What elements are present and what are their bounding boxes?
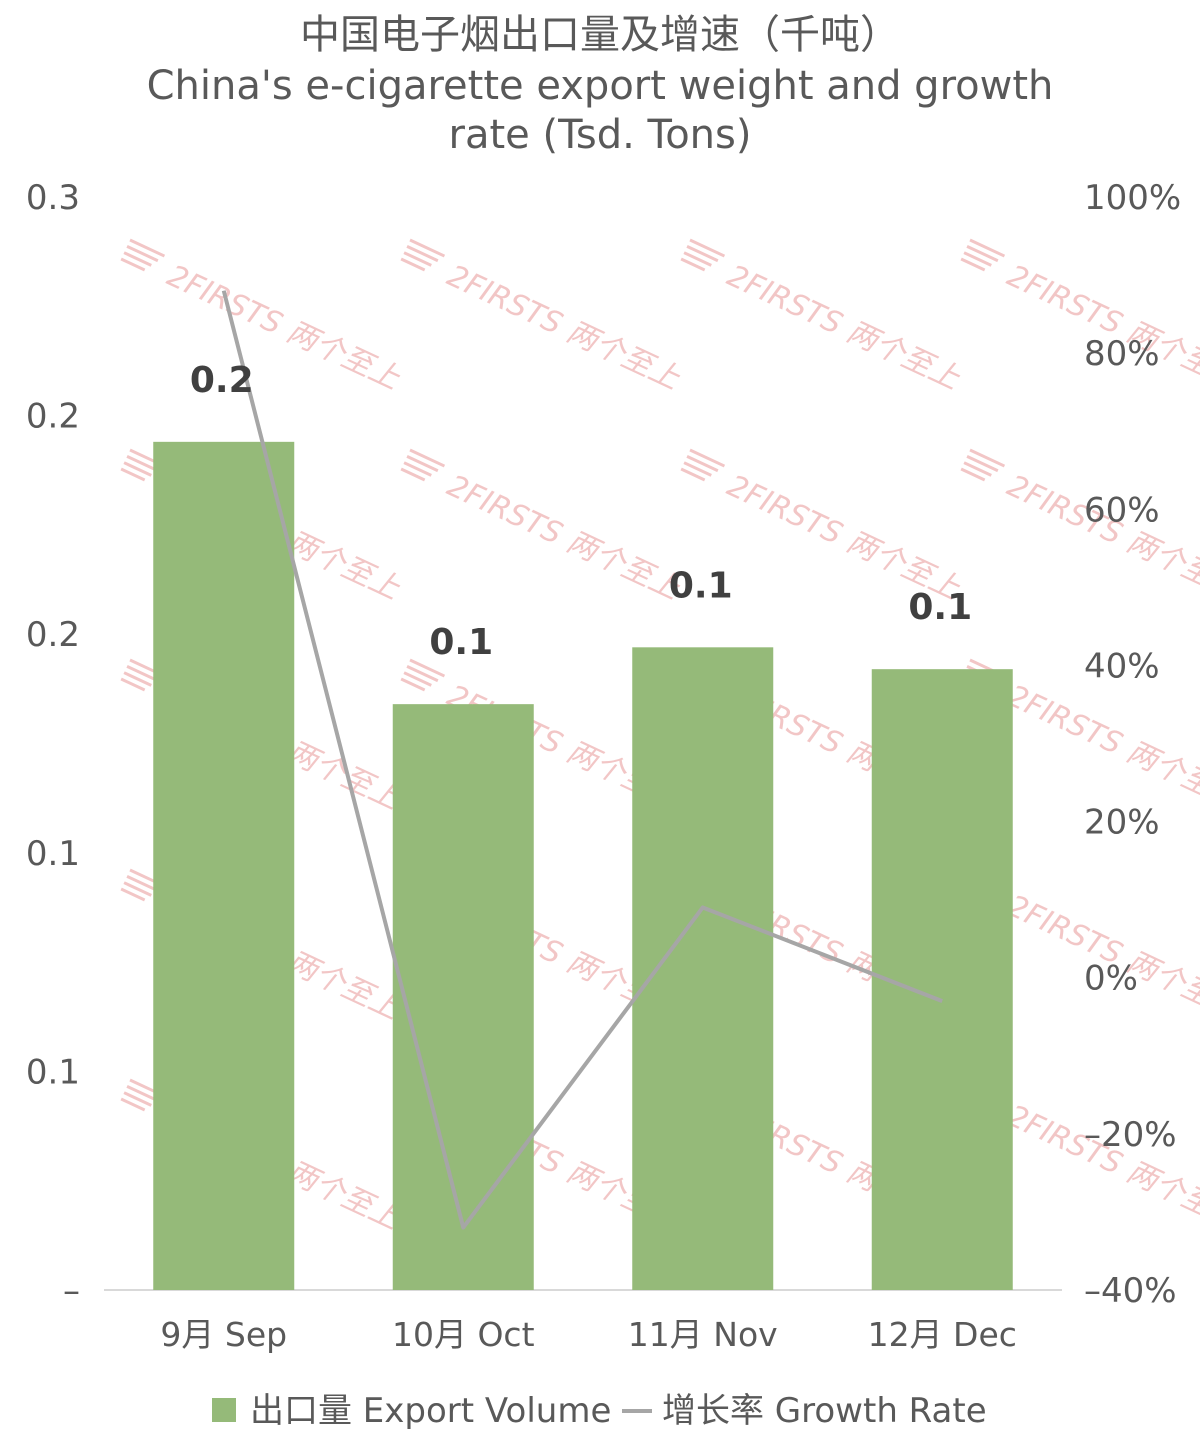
watermark: 2FIRSTS 两个至上	[960, 238, 1200, 397]
chart-title-line-2: China's e-cigarette export weight and gr…	[147, 63, 1054, 109]
bar-data-label: 0.1	[429, 622, 493, 663]
right-axis-tick-label: 40%	[1084, 646, 1160, 686]
legend: 出口量 Export Volume 增长率 Growth Rate	[212, 1391, 987, 1431]
left-axis-tick-label: 0.2	[26, 615, 80, 655]
left-axis-tick-label: 0.1	[26, 834, 80, 874]
bar-data-label: 0.1	[908, 587, 972, 628]
watermark-text: 2FIRSTS 两个至上	[722, 258, 966, 397]
right-axis-tick-label: 20%	[1084, 803, 1160, 843]
line-series	[221, 290, 943, 1230]
left-axis-tick-label: 0.2	[26, 397, 80, 437]
watermark: 2FIRSTS 两个至上	[400, 238, 686, 397]
watermark-text: 2FIRSTS 两个至上	[442, 258, 686, 397]
right-axis-tick-label: 60%	[1084, 490, 1160, 530]
watermark-text: 2FIRSTS 两个至上	[1002, 468, 1200, 607]
legend-label-export-volume: 出口量 Export Volume	[250, 1391, 611, 1431]
left-axis-tick-label: –	[63, 1271, 80, 1311]
right-axis: –40% –20% 0% 20% 40% 60% 80% 100%	[1084, 178, 1181, 1311]
bar	[871, 669, 1013, 1290]
watermark: 2FIRSTS 两个至上	[960, 448, 1200, 607]
chart-title-line-3: rate (Tsd. Tons)	[449, 112, 752, 158]
bar-data-label: 0.2	[190, 360, 254, 401]
watermark-text: 2FIRSTS 两个至上	[1002, 678, 1200, 817]
watermark-text: 2FIRSTS 两个至上	[1002, 258, 1200, 397]
right-axis-tick-label: 80%	[1084, 334, 1160, 374]
category-label: 11月 Nov	[628, 1315, 778, 1354]
chart-title-line-1: 中国电子烟出口量及增速（千吨）	[300, 12, 900, 58]
bar-series	[153, 441, 1013, 1290]
left-axis: – 0.1 0.1 0.2 0.2 0.3	[26, 178, 80, 1311]
right-axis-tick-label: –20%	[1084, 1115, 1177, 1155]
watermark: 2FIRSTS 两个至上	[680, 238, 966, 397]
category-label: 9月 Sep	[160, 1315, 287, 1354]
legend-swatch-export-volume	[212, 1398, 236, 1422]
bar	[153, 441, 295, 1290]
right-axis-tick-label: 100%	[1084, 178, 1181, 218]
right-axis-tick-label: 0%	[1084, 959, 1138, 999]
bar	[632, 647, 774, 1290]
category-label: 10月 Oct	[392, 1315, 535, 1354]
data-labels: 0.2 0.1 0.1 0.1	[190, 360, 972, 663]
growth-rate-line	[221, 290, 943, 1230]
bar-data-label: 0.1	[669, 565, 733, 606]
watermark: 2FIRSTS 两个至上	[400, 448, 686, 607]
legend-label-growth-rate: 增长率 Growth Rate	[662, 1391, 987, 1431]
watermark: 2FIRSTS 两个至上	[120, 238, 406, 397]
right-axis-tick-label: –40%	[1084, 1271, 1177, 1311]
watermark-text: 2FIRSTS 两个至上	[442, 468, 686, 607]
left-axis-tick-label: 0.1	[26, 1052, 80, 1092]
bar	[392, 704, 534, 1290]
left-axis-tick-label: 0.3	[26, 178, 80, 218]
category-labels: 9月 Sep 10月 Oct 11月 Nov 12月 Dec	[160, 1315, 1017, 1354]
category-label: 12月 Dec	[868, 1315, 1017, 1354]
